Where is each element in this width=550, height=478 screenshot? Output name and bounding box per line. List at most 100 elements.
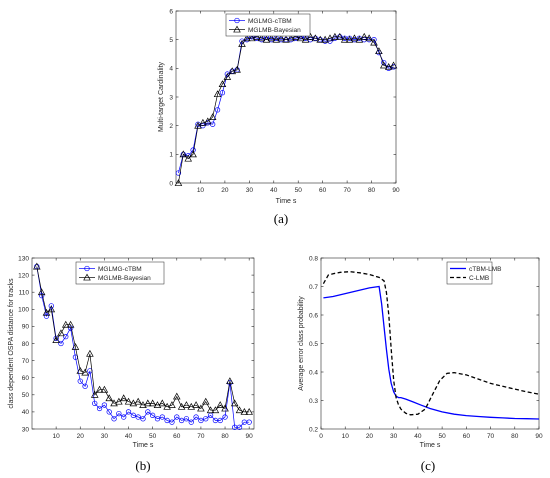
legend-label: MGLMG-cTBM <box>248 18 292 25</box>
legend: MGLMG-cTBM MGLMB-Bayesian <box>75 261 165 285</box>
plot-area <box>31 257 255 430</box>
data-point <box>48 303 54 309</box>
data-point <box>227 380 233 386</box>
data-point <box>47 305 56 313</box>
data-point <box>233 65 241 73</box>
data-point <box>228 67 237 75</box>
data-point <box>66 320 75 328</box>
data-point <box>124 397 133 405</box>
data-point <box>106 409 112 415</box>
data-point <box>203 117 212 125</box>
x-tick-label: 30 <box>390 433 398 440</box>
data-point <box>63 334 69 340</box>
data-point <box>208 113 217 120</box>
data-point <box>340 35 349 43</box>
data-point <box>90 390 99 398</box>
data-point <box>192 401 200 408</box>
y-axis-label: Multi-target Cardinality <box>158 61 165 132</box>
data-point <box>116 410 122 417</box>
data-point <box>111 416 117 422</box>
data-point <box>96 405 103 412</box>
legend-marker <box>83 273 91 281</box>
data-point <box>316 35 325 43</box>
data-point <box>389 61 398 69</box>
x-tick-label: 90 <box>246 433 254 440</box>
data-point <box>92 400 98 407</box>
data-point <box>175 170 182 176</box>
data-point <box>134 397 142 405</box>
data-point <box>37 288 46 296</box>
legend-label: MGLMB-Bayesian <box>98 275 151 282</box>
data-point <box>370 38 378 46</box>
data-point <box>219 90 226 96</box>
data-point <box>164 417 170 424</box>
data-point <box>95 385 104 393</box>
data-point <box>125 409 132 415</box>
x-tick-label: 20 <box>77 433 85 440</box>
data-point <box>243 34 251 42</box>
data-point <box>213 90 222 98</box>
x-tick-label: 30 <box>246 187 254 194</box>
plot-area <box>320 257 540 430</box>
y-tick-label: 1 <box>169 152 173 159</box>
data-point <box>221 404 229 412</box>
x-tick-label: 60 <box>173 433 181 440</box>
data-point <box>218 80 227 88</box>
data-point <box>53 335 59 342</box>
data-point <box>267 34 276 42</box>
data-point <box>153 401 162 408</box>
series-ctbm-lmb <box>323 285 540 420</box>
data-point <box>247 34 256 42</box>
data-point <box>235 406 244 414</box>
series-line <box>322 271 540 416</box>
panel-c: 0 10 20 30 40 50 60 70 80 90 0.2 0.3 0.4 0.5 0.6 0.7 0.8… <box>298 255 543 473</box>
x-tick-label: 10 <box>342 433 350 440</box>
data-point <box>101 402 108 408</box>
y-tick-label: 6 <box>169 8 173 15</box>
data-point <box>168 401 176 408</box>
data-point <box>193 414 199 420</box>
data-point <box>296 34 305 42</box>
data-point <box>135 414 141 420</box>
x-tick-label: 60 <box>319 187 327 194</box>
x-tick-label: 80 <box>368 187 376 194</box>
x-tick-label: 80 <box>221 433 229 440</box>
data-point <box>282 35 290 43</box>
y-tick-label: 0.3 <box>309 398 318 405</box>
y-tick-label: 40 <box>22 409 30 416</box>
legend: MGLMG-cTBM MGLMB-Bayesian <box>225 13 311 37</box>
data-point <box>43 313 50 319</box>
data-point <box>163 402 171 410</box>
legend-box <box>75 261 165 285</box>
data-point <box>257 34 266 42</box>
series-line <box>323 285 540 420</box>
data-point <box>130 412 136 418</box>
data-point <box>154 416 161 422</box>
data-point <box>365 34 373 42</box>
legend-marker <box>234 17 240 24</box>
data-point <box>82 383 88 389</box>
data-point <box>169 419 175 425</box>
data-point <box>331 32 339 40</box>
data-point <box>188 419 194 425</box>
x-tick-label: 10 <box>197 187 205 194</box>
data-point <box>177 402 186 410</box>
x-tick-label: 70 <box>197 433 205 440</box>
data-point <box>360 32 369 40</box>
data-point <box>326 34 334 42</box>
data-point <box>217 417 223 424</box>
legend-box <box>225 13 311 37</box>
y-tick-label: 2 <box>169 123 173 130</box>
x-tick-label: 10 <box>53 433 61 440</box>
legend-label: C-LMB <box>469 275 489 282</box>
data-point <box>145 409 151 415</box>
y-tick-label: 100 <box>18 307 29 314</box>
x-tick-label: 70 <box>487 433 495 440</box>
data-point <box>110 399 118 407</box>
data-point <box>321 35 329 43</box>
x-tick-label: 60 <box>463 433 471 440</box>
x-tick-label: 40 <box>270 187 278 194</box>
y-axis-label: Average error class probability <box>298 296 305 391</box>
data-point <box>115 397 123 405</box>
x-tick-label: 20 <box>366 433 374 440</box>
